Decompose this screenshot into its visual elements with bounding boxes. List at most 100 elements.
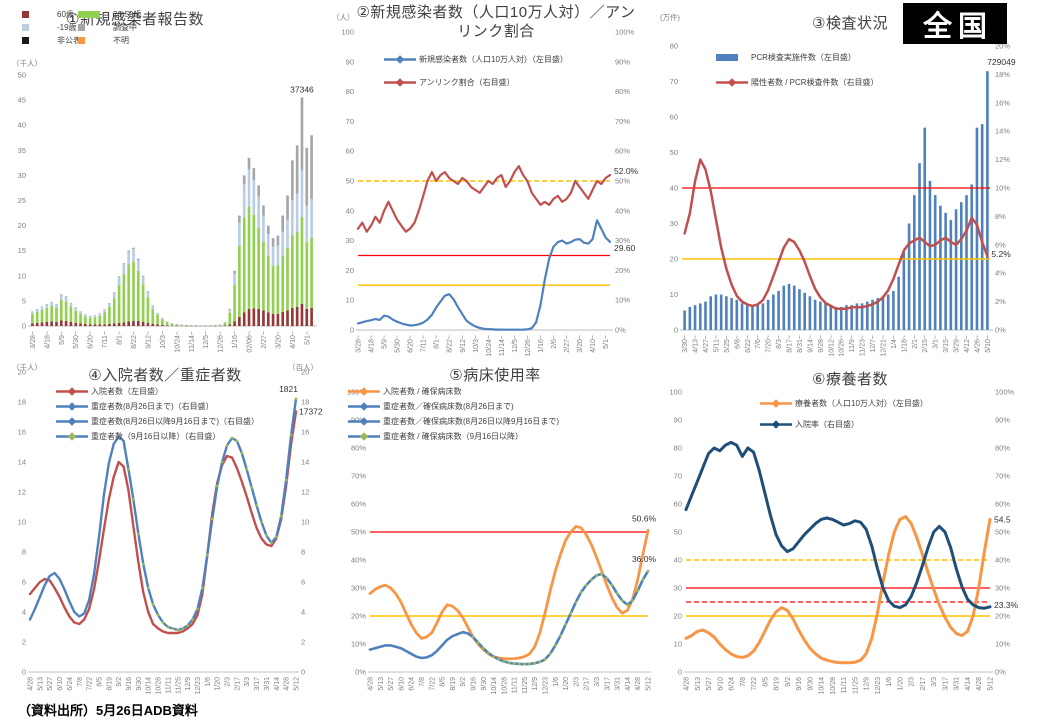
svg-text:5/30~: 5/30~ (73, 331, 80, 349)
svg-text:4/10~: 4/10~ (290, 331, 297, 349)
chart-plot: 0 10 20 30 40 50 60 70 80 90 100 0% 10% 20% 30% 40% 50% 6… (669, 388, 1018, 695)
svg-text:60%: 60% (995, 500, 1010, 509)
legend-item: 重症者数(8月26日以降9月16日まで)（右目盛） (56, 416, 259, 427)
legend-box-swatch (78, 24, 85, 31)
svg-text:90: 90 (346, 57, 354, 66)
svg-text:5/27: 5/27 (388, 677, 395, 691)
chart-legend: 入院者数（左目盛） 重症者数(8月26日まで)（右目盛） 重症者数(8月26日以降9… (56, 386, 259, 446)
svg-text:3/31: 3/31 (264, 677, 271, 691)
svg-text:90: 90 (674, 416, 682, 425)
svg-text:729049: 729049 (987, 57, 1016, 67)
svg-text:12/26~: 12/26~ (525, 335, 532, 357)
svg-text:10%: 10% (351, 640, 366, 649)
svg-text:4: 4 (301, 608, 305, 617)
svg-text:45: 45 (18, 96, 26, 105)
svg-text:36.0%: 36.0% (632, 554, 657, 564)
svg-text:6: 6 (301, 578, 305, 587)
svg-text:100: 100 (669, 388, 682, 397)
chart-plot: 0 10 20 30 40 50 60 70 80 0% 2% 4% 6% 8% 10% 12% 14% 16% 1… (670, 42, 1016, 357)
legend-line-swatch (348, 402, 380, 411)
svg-text:12/9: 12/9 (185, 677, 192, 691)
legend-item: 入院者数 / 確保病床数 (348, 386, 559, 397)
svg-text:10/3~: 10/3~ (473, 335, 480, 353)
legend-item: 重症者数 / 確保病床数（9月16日以降） (348, 431, 559, 442)
svg-text:6/20~: 6/20~ (408, 335, 415, 353)
svg-text:9/30: 9/30 (807, 677, 814, 691)
svg-text:9/16: 9/16 (470, 677, 477, 691)
legend-box-swatch (78, 37, 85, 44)
legend-item: アンリンク割合（右目盛） (384, 77, 568, 88)
svg-text:8/5: 8/5 (96, 677, 103, 687)
svg-text:1/6: 1/6 (886, 677, 893, 687)
svg-text:20%: 20% (995, 42, 1010, 51)
svg-text:50%: 50% (995, 528, 1010, 537)
svg-text:50: 50 (346, 177, 354, 186)
chart-title: ④入院者数／重症者数 (88, 367, 242, 384)
chart-legend: 新規感染者数（人口10万人対）（左目盛） アンリンク割合（右目盛） (384, 54, 568, 100)
svg-text:3/28~: 3/28~ (356, 335, 363, 353)
svg-text:12/5~: 12/5~ (203, 331, 210, 349)
legend-line-swatch (56, 402, 88, 411)
svg-text:1/6: 1/6 (553, 677, 560, 687)
legend-line-swatch (384, 55, 416, 64)
chart-title: ③検査状況 (812, 15, 888, 32)
legend-item: 60歳- (22, 8, 77, 21)
legend-item: 重症者数／確保病床数(8月26日以降9月16日まで) (348, 416, 559, 427)
region-badge: 全国 (903, 3, 1007, 44)
legend-label: 不明 (113, 36, 129, 45)
legend-line-swatch (348, 387, 380, 396)
svg-text:1/18~: 1/18~ (901, 335, 908, 353)
svg-text:17372: 17372 (299, 406, 323, 416)
svg-text:7/22: 7/22 (751, 677, 758, 691)
svg-text:4/27~: 4/27~ (703, 335, 710, 353)
svg-text:16%: 16% (995, 98, 1010, 107)
svg-text:6/10: 6/10 (398, 677, 405, 691)
legend-label: 重症者数(8月26日以降9月16日まで)（右目盛） (91, 417, 260, 426)
svg-text:6/22~: 6/22~ (745, 335, 752, 353)
svg-text:6/10: 6/10 (57, 677, 64, 691)
legend-item: 非公表 (22, 34, 81, 47)
svg-text:5/1~: 5/1~ (603, 335, 610, 349)
svg-text:40: 40 (346, 206, 354, 215)
chart-new-case-reports: ①新規感染者報告数 （千人） 60歳- 20-59歳 -19歳 調査中 非公表 不明 0 5… (0, 0, 330, 372)
svg-text:9/2: 9/2 (460, 677, 467, 687)
svg-text:11/14~: 11/14~ (189, 331, 196, 352)
svg-text:20%: 20% (995, 612, 1010, 621)
chart-title: ①新規感染者報告数 (66, 11, 204, 28)
svg-text:7/6~: 7/6~ (755, 335, 762, 349)
svg-text:12%: 12% (995, 155, 1010, 164)
svg-text:10/28: 10/28 (830, 677, 837, 695)
svg-text:4/28: 4/28 (368, 677, 375, 691)
legend-label: -19歳 (57, 23, 77, 32)
svg-text:40%: 40% (995, 556, 1010, 565)
svg-text:0: 0 (22, 322, 26, 331)
svg-text:12: 12 (301, 488, 309, 497)
svg-text:4/28: 4/28 (635, 677, 642, 691)
svg-text:5/27: 5/27 (706, 677, 713, 691)
svg-text:54.5: 54.5 (994, 514, 1011, 524)
axis-unit-left: （千人） (12, 59, 42, 68)
svg-text:5.2%: 5.2% (991, 249, 1011, 259)
svg-text:100%: 100% (995, 388, 1015, 397)
svg-text:10/14: 10/14 (491, 677, 498, 695)
svg-text:12: 12 (18, 488, 26, 497)
chart-cases-per-100k-unlinked: ②新規感染者数（人口10万人対）／アンリンク割合 （人） 新規感染者数（人口10… (320, 0, 662, 372)
svg-text:3/30~: 3/30~ (682, 335, 689, 353)
svg-text:12/9: 12/9 (532, 677, 539, 691)
svg-text:5: 5 (22, 296, 26, 305)
legend-line-swatch (716, 78, 748, 87)
svg-text:15: 15 (18, 246, 26, 255)
legend-label: 療養者数（人口10万人対）（左目盛） (795, 399, 928, 408)
svg-text:8/22~: 8/22~ (131, 331, 138, 349)
svg-text:14: 14 (301, 458, 309, 467)
chart-title: ⑤病床使用率 (449, 367, 541, 384)
svg-text:10: 10 (670, 290, 678, 299)
svg-text:60: 60 (670, 113, 678, 122)
legend-label: 重症者数／確保病床数(8月26日まで) (383, 402, 514, 411)
svg-text:1/16~: 1/16~ (538, 335, 545, 353)
svg-text:40: 40 (674, 556, 682, 565)
svg-text:80%: 80% (351, 444, 366, 453)
svg-text:3/31: 3/31 (615, 677, 622, 691)
